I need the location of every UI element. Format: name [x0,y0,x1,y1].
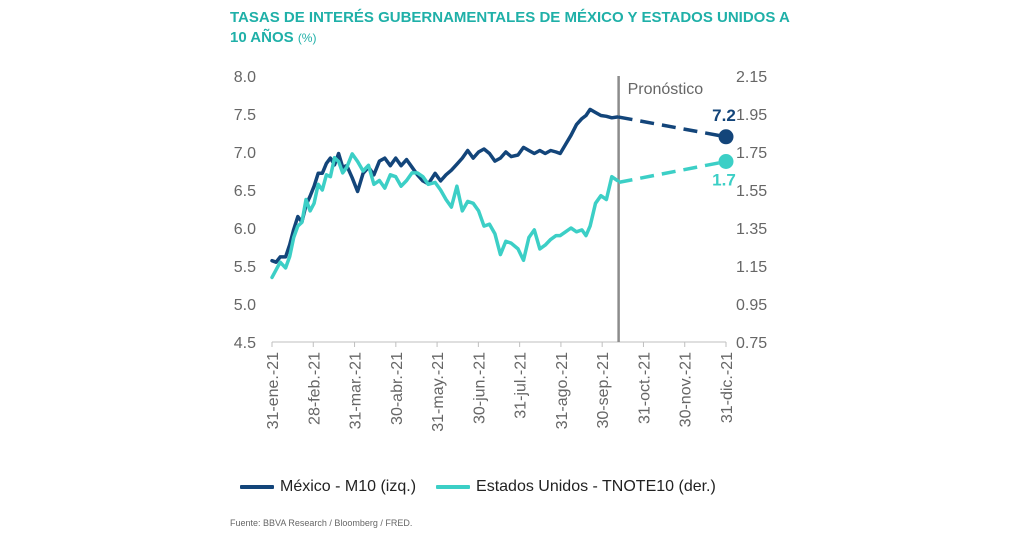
x-tick-label: 31-jul.-21 [513,352,530,419]
x-tick-label: 31-ene.-21 [265,352,282,429]
chart-legend: México - M10 (izq.) Estados Unidos - TNO… [240,478,736,496]
y-left-tick-label: 6.0 [234,221,256,238]
x-tick-label: 28-feb.-21 [306,352,323,425]
chart-series [270,107,727,280]
chart-marks: 7.2 1.7 [712,106,736,190]
chart-axes: 8.0 7.5 7.0 6.5 6.0 5.5 5.0 4.5 2.15 1.95 1.75 1.55… [234,69,767,432]
series-line-mexico [270,107,620,264]
legend-swatch-mexico [240,485,274,489]
y-right-tick-label: 2.15 [736,69,767,86]
legend-item-us: Estados Unidos - TNOTE10 (der.) [436,478,716,496]
y-left-tick-label: 7.5 [234,107,256,124]
x-tick-label: 31-mar.-21 [348,352,365,429]
y-right-tick-label: 1.35 [736,221,767,238]
x-tick-label: 30-nov.-21 [678,352,695,427]
forecast-line-mexico [618,115,727,139]
legend-label-mexico: México - M10 (izq.) [280,478,417,495]
legend-swatch-us [436,485,471,489]
y-left-tick-label: 5.5 [234,259,256,276]
y-left-tick-label: 6.5 [234,183,256,200]
y-right-tick-label: 1.15 [736,259,767,276]
y-right-tick-label: 0.95 [736,297,767,314]
forecast-value-label-us: 1.7 [712,171,736,190]
chart-title: TASAS DE INTERÉS GUBERNAMENTALES DE MÉXI… [230,8,790,48]
y-left-tick-label: 4.5 [234,335,256,352]
forecast-endpoint-mexico [718,129,734,145]
forecast-value-label-mexico: 7.2 [712,106,736,125]
legend-label-us: Estados Unidos - TNOTE10 (der.) [476,478,716,495]
y-left-tick-label: 8.0 [234,69,256,86]
forecast-line-us [618,159,727,185]
forecast-label: Pronóstico [628,81,704,98]
x-tick-label: 31-oct.-21 [636,352,653,424]
y-left-tick-label: 5.0 [234,297,256,314]
y-right-tick-label: 1.95 [736,107,767,124]
chart-title-unit: (%) [297,31,317,45]
forecast-endpoint-us [718,154,734,169]
x-tick-label: 30-sep.-21 [595,352,612,429]
x-tick-label: 30-jun.-21 [471,352,488,424]
series-line-us [270,152,620,280]
source-note: Fuente: BBVA Research / Bloomberg / FRED… [230,518,413,528]
chart-title-text: TASAS DE INTERÉS GUBERNAMENTALES DE MÉXI… [230,9,790,46]
x-tick-label: 30-abr.-21 [389,352,406,425]
legend-item-mexico: México - M10 (izq.) [240,478,416,496]
x-tick-label: 31-may.-21 [430,352,447,432]
y-left-tick-label: 7.0 [234,145,256,162]
y-right-tick-label: 0.75 [736,335,767,352]
y-right-tick-label: 1.55 [736,183,767,200]
x-tick-label: 31-ago.-21 [554,352,571,429]
y-right-tick-label: 1.75 [736,145,767,162]
x-tick-label: 31-dic.-21 [719,352,736,423]
